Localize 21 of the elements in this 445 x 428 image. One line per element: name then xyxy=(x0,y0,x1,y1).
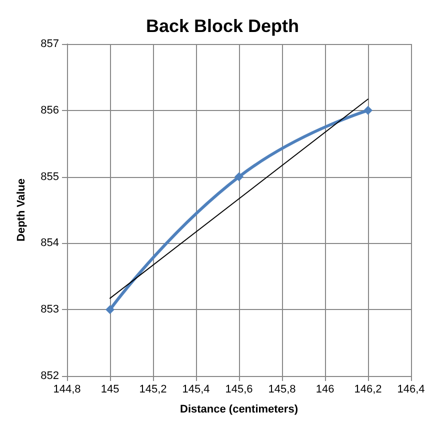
y-tick-label: 854 xyxy=(40,237,59,250)
x-tick-label: 145,8 xyxy=(268,384,296,396)
x-tick-label: 145 xyxy=(100,384,120,396)
x-tick-label: 146,2 xyxy=(354,384,382,396)
x-tick-label: 144,8 xyxy=(53,384,81,396)
x-axis-title: Distance (centimeters) xyxy=(180,404,298,416)
point xyxy=(364,106,372,115)
x-tick-label: 145,4 xyxy=(182,384,210,396)
y-tick-label: 853 xyxy=(40,304,59,316)
x-tick-label: 145,2 xyxy=(139,384,167,396)
chart-title: Back Block Depth xyxy=(146,16,300,36)
y-tick-label: 857 xyxy=(40,38,59,50)
x-tick-label: 145,6 xyxy=(225,384,253,396)
point xyxy=(234,172,244,182)
y-axis-title: Depth Value xyxy=(16,178,28,242)
x-tick-label: 146 xyxy=(316,384,334,396)
y-tick-label: 852 xyxy=(40,370,59,382)
y-tick-label: 856 xyxy=(40,104,59,116)
x-tick-label: 146,4 xyxy=(397,384,425,396)
y-tick-label: 855 xyxy=(40,170,59,183)
point xyxy=(106,305,114,314)
